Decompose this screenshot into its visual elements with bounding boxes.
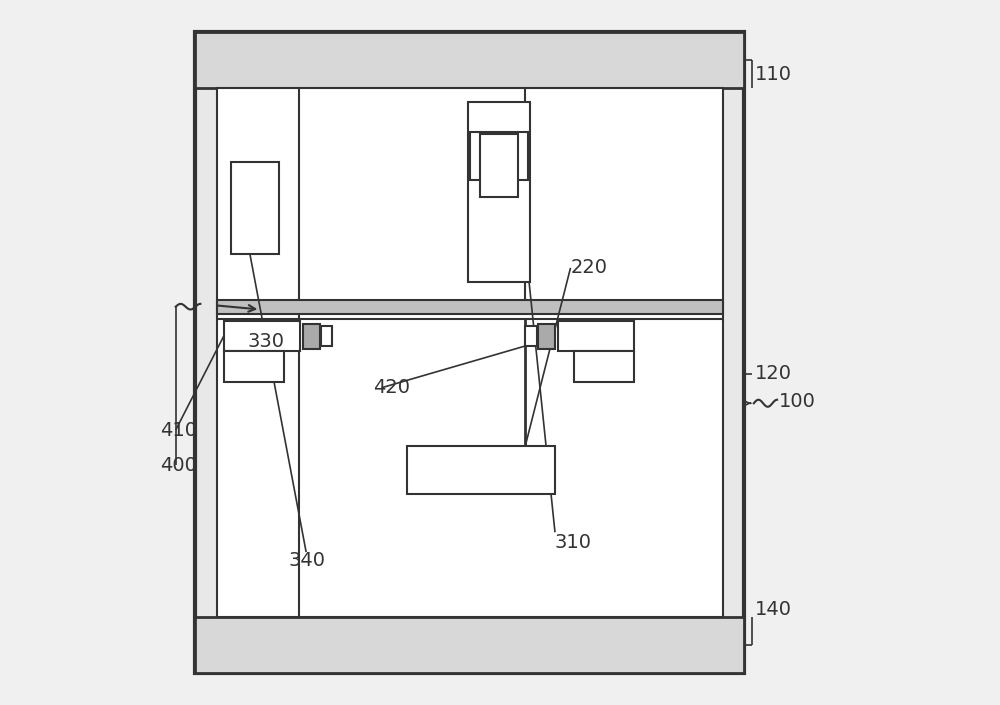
Bar xyxy=(195,32,744,88)
Bar xyxy=(574,351,634,382)
Bar xyxy=(217,300,723,314)
Text: 400: 400 xyxy=(160,456,197,474)
Text: 340: 340 xyxy=(288,551,326,570)
Bar xyxy=(303,324,320,349)
Text: 410: 410 xyxy=(160,421,197,439)
Bar xyxy=(195,32,744,673)
Text: 140: 140 xyxy=(755,601,792,619)
Bar xyxy=(407,446,555,493)
Text: 100: 100 xyxy=(778,393,815,411)
Text: 120: 120 xyxy=(755,364,792,383)
Bar xyxy=(468,102,530,282)
Bar xyxy=(321,326,332,346)
Bar xyxy=(224,351,284,382)
Text: 110: 110 xyxy=(755,65,792,83)
Bar xyxy=(558,321,634,351)
Bar xyxy=(195,617,744,673)
Text: 310: 310 xyxy=(555,534,592,552)
Bar xyxy=(538,324,555,349)
Text: 420: 420 xyxy=(373,379,410,397)
Bar xyxy=(480,134,518,197)
Bar xyxy=(217,88,723,617)
Text: 220: 220 xyxy=(570,259,608,277)
Bar xyxy=(525,326,537,346)
Bar xyxy=(224,321,300,351)
Bar xyxy=(231,162,279,254)
Text: 330: 330 xyxy=(248,333,285,351)
Bar xyxy=(470,132,528,180)
